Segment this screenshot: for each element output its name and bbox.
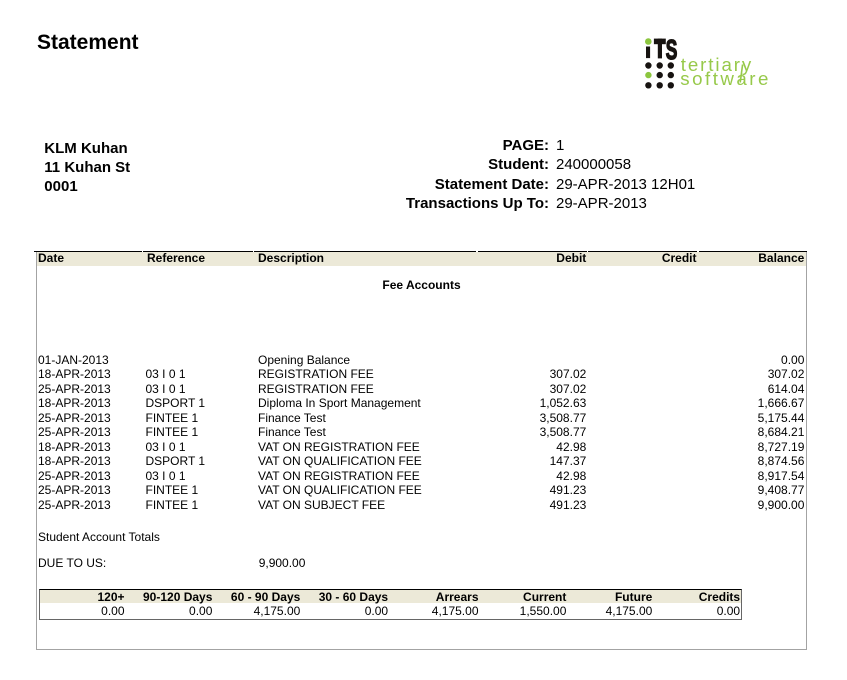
svg-text:software: software <box>680 68 771 89</box>
svg-text:S: S <box>666 34 678 65</box>
svg-text:tertiary: tertiary <box>681 54 753 75</box>
